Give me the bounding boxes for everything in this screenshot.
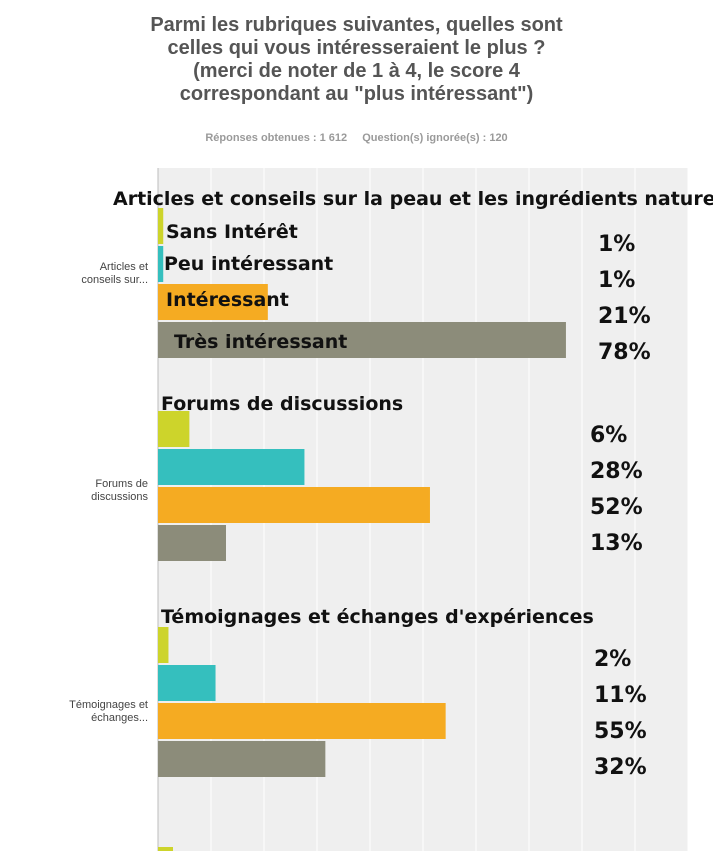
percent-label: 13% <box>590 531 643 556</box>
chart-title: Parmi les rubriques suivantes, quelles s… <box>0 14 713 106</box>
bar-2-3 <box>158 741 326 777</box>
series-label: Sans Intérêt <box>166 221 298 243</box>
bar-0-2 <box>158 284 268 320</box>
category-label: Témoignages et <box>69 699 148 711</box>
group-title: Articles et conseils sur la peau et les … <box>113 188 713 210</box>
percent-label: 32% <box>594 755 647 780</box>
bar-0-1 <box>158 246 164 282</box>
bar-1-0 <box>158 411 190 447</box>
bar-next-partial <box>158 847 173 851</box>
percent-label: 21% <box>598 304 651 329</box>
group-title: Forums de discussions <box>161 393 403 415</box>
percent-label: 52% <box>590 495 643 520</box>
percent-label: 11% <box>594 683 647 708</box>
percent-label: 1% <box>598 268 635 293</box>
percent-label: 55% <box>594 719 647 744</box>
bar-2-1 <box>158 665 216 701</box>
response-stats: Réponses obtenues : 1 612 Question(s) ig… <box>0 132 713 144</box>
category-label: Articles et <box>100 261 148 273</box>
percent-label: 1% <box>598 232 635 257</box>
category-label: Forums de <box>95 478 148 490</box>
series-label: Très intéressant <box>174 331 347 353</box>
category-label: échanges... <box>91 712 148 724</box>
bar-1-1 <box>158 449 305 485</box>
category-label: discussions <box>91 491 148 503</box>
category-label: conseils sur... <box>81 274 148 286</box>
series-label: Intéressant <box>166 289 289 311</box>
title-line: (merci de noter de 1 à 4, le score 4 <box>193 60 520 82</box>
bar-1-3 <box>158 525 226 561</box>
title-line: Parmi les rubriques suivantes, quelles s… <box>150 14 563 36</box>
title-line: correspondant au "plus intéressant") <box>179 83 534 105</box>
percent-label: 6% <box>590 423 627 448</box>
bar-2-0 <box>158 627 169 663</box>
series-label: Peu intéressant <box>164 253 333 275</box>
percent-label: 2% <box>594 647 631 672</box>
annotations-layer: Articles et conseils sur la peau et les … <box>113 188 713 780</box>
percent-label: 28% <box>590 459 643 484</box>
responses-count: Réponses obtenues : 1 612 <box>205 132 348 144</box>
group-title: Témoignages et échanges d'expériences <box>161 606 594 628</box>
bar-1-2 <box>158 487 430 523</box>
bar-2-2 <box>158 703 446 739</box>
percent-label: 78% <box>598 340 651 365</box>
bars-layer <box>158 208 566 851</box>
ignored-count: Question(s) ignorée(s) : 120 <box>362 132 508 144</box>
bar-0-0 <box>158 208 164 244</box>
bar-0-3 <box>158 322 566 358</box>
title-line: celles qui vous intéresseraient le plus … <box>167 37 546 59</box>
